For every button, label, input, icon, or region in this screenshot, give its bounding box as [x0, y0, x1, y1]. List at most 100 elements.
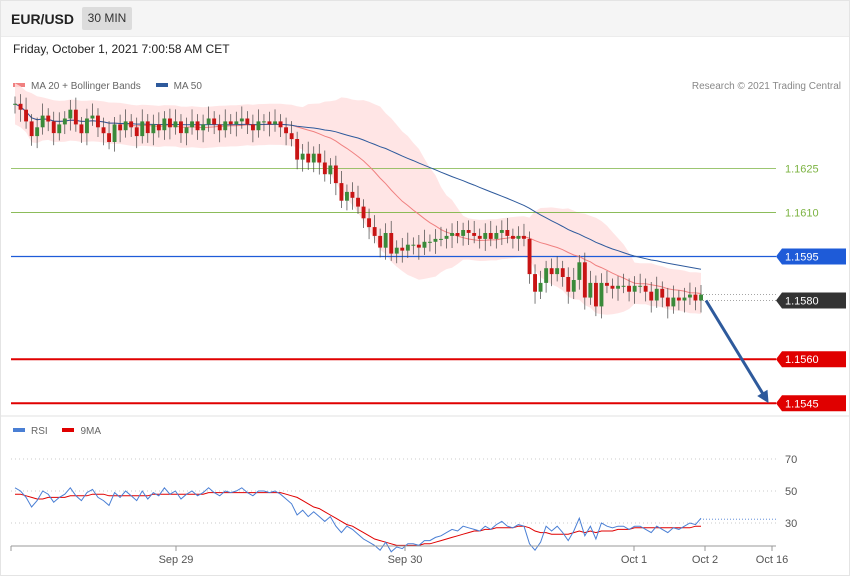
- candle-body: [256, 121, 261, 131]
- candle-body: [173, 121, 178, 128]
- timeframe-button[interactable]: 30 MIN: [82, 7, 132, 30]
- legend-label-ma50: MA 50: [173, 81, 202, 92]
- candle-body: [544, 268, 549, 283]
- candle-body: [505, 230, 510, 236]
- candle-body: [129, 121, 134, 128]
- candle-body: [372, 227, 377, 236]
- candle-body: [588, 282, 593, 298]
- candles: [13, 94, 703, 319]
- candle-body: [284, 127, 288, 134]
- candle-body: [638, 285, 643, 287]
- candle-body: [228, 121, 233, 125]
- rsi-legend: RSI 9MA: [13, 426, 101, 437]
- candle-body: [444, 235, 449, 239]
- top-bar: EUR/USD 30 MIN: [0, 0, 850, 37]
- candle-body: [428, 241, 432, 243]
- candle-body: [273, 121, 277, 125]
- candle-body: [101, 127, 106, 134]
- candle-body: [538, 282, 543, 292]
- candle-body: [511, 235, 515, 239]
- candle-body: [262, 121, 266, 123]
- candle-body: [516, 235, 521, 239]
- candle-body: [361, 206, 366, 219]
- candle-body: [206, 118, 211, 125]
- level-label-5: 1.1545: [785, 398, 819, 410]
- level-tag-bg-5: [776, 395, 846, 412]
- candle-body: [466, 230, 471, 233]
- candle-body: [35, 127, 40, 137]
- candle-body: [605, 282, 609, 286]
- candle-body: [245, 118, 250, 125]
- candle-body: [566, 277, 571, 292]
- candle-body: [29, 121, 34, 137]
- research-credit: Research © 2021 Trading Central: [691, 81, 841, 92]
- candle-body: [79, 124, 84, 134]
- level-tag-2: 1.1595: [776, 248, 846, 265]
- main-legend: MA 20 + Bollinger Bands MA 50: [13, 81, 202, 92]
- level-label-4: 1.1560: [785, 354, 819, 366]
- candle-body: [389, 233, 394, 254]
- candle-body: [96, 115, 100, 128]
- candle-body: [13, 103, 17, 105]
- candle-body: [151, 124, 156, 134]
- legend-swatch-rsi: [13, 428, 25, 433]
- candle-body: [140, 121, 145, 137]
- candle-body: [405, 244, 410, 251]
- candle-body: [162, 118, 167, 131]
- legend-swatch-ma50: [155, 83, 168, 88]
- legend-swatch-9ma: [62, 428, 75, 433]
- candle-body: [582, 262, 587, 298]
- candle-body: [654, 288, 659, 301]
- candle-body: [660, 288, 665, 298]
- legend-item-9ma: 9MA: [62, 426, 101, 437]
- level-tag-5: 1.1545: [776, 395, 846, 412]
- candle-body: [317, 153, 322, 163]
- candle-body: [378, 235, 383, 248]
- candle-body: [40, 115, 45, 128]
- x-tick-label-4: Oct 16: [756, 554, 788, 566]
- candle-body: [85, 118, 89, 134]
- candle-body: [477, 235, 482, 239]
- candle-body: [411, 244, 416, 246]
- candle-body: [394, 247, 399, 254]
- candle-body: [339, 183, 344, 201]
- candle-body: [145, 121, 150, 134]
- candle-body: [73, 109, 78, 125]
- candle-body: [190, 121, 194, 128]
- level-label-2: 1.1595: [785, 251, 819, 263]
- candle-body: [671, 297, 676, 307]
- candle-body: [577, 262, 582, 280]
- candle-body: [217, 124, 222, 131]
- candle-body: [560, 268, 565, 277]
- candle-body: [499, 230, 504, 233]
- candle-body: [483, 233, 488, 239]
- rsi-line: [14, 486, 702, 553]
- legend-item-rsi: RSI: [13, 426, 48, 437]
- rsi-scale-label-50: 50: [785, 486, 797, 498]
- candle-body: [599, 282, 604, 307]
- rsi-ma-line: [15, 492, 701, 546]
- candle-body: [610, 285, 615, 289]
- x-tick-label-1: Sep 30: [388, 554, 423, 566]
- candle-body: [333, 165, 338, 184]
- candle-body: [632, 285, 637, 292]
- chart-datetime: Friday, October 1, 2021 7:00:58 AM CET: [13, 42, 230, 56]
- candle-body: [24, 109, 28, 122]
- candle-body: [51, 121, 56, 134]
- level-tag-3: 1.1580: [776, 292, 846, 309]
- candle-body: [350, 191, 355, 198]
- candle-body: [383, 233, 388, 248]
- legend-label-9ma: 9MA: [80, 426, 102, 437]
- legend-label-ma20: MA 20 + Bollinger Bands: [31, 81, 141, 92]
- legend-item-ma20: MA 20 + Bollinger Bands: [13, 81, 141, 92]
- candle-body: [300, 153, 305, 160]
- candle-body: [68, 109, 73, 119]
- candle-body: [356, 197, 360, 207]
- level-tag-4: 1.1560: [776, 351, 846, 368]
- candle-body: [649, 291, 654, 301]
- candle-body: [328, 165, 333, 175]
- candle-body: [345, 191, 349, 201]
- candle-body: [433, 238, 438, 242]
- candle-body: [18, 103, 23, 110]
